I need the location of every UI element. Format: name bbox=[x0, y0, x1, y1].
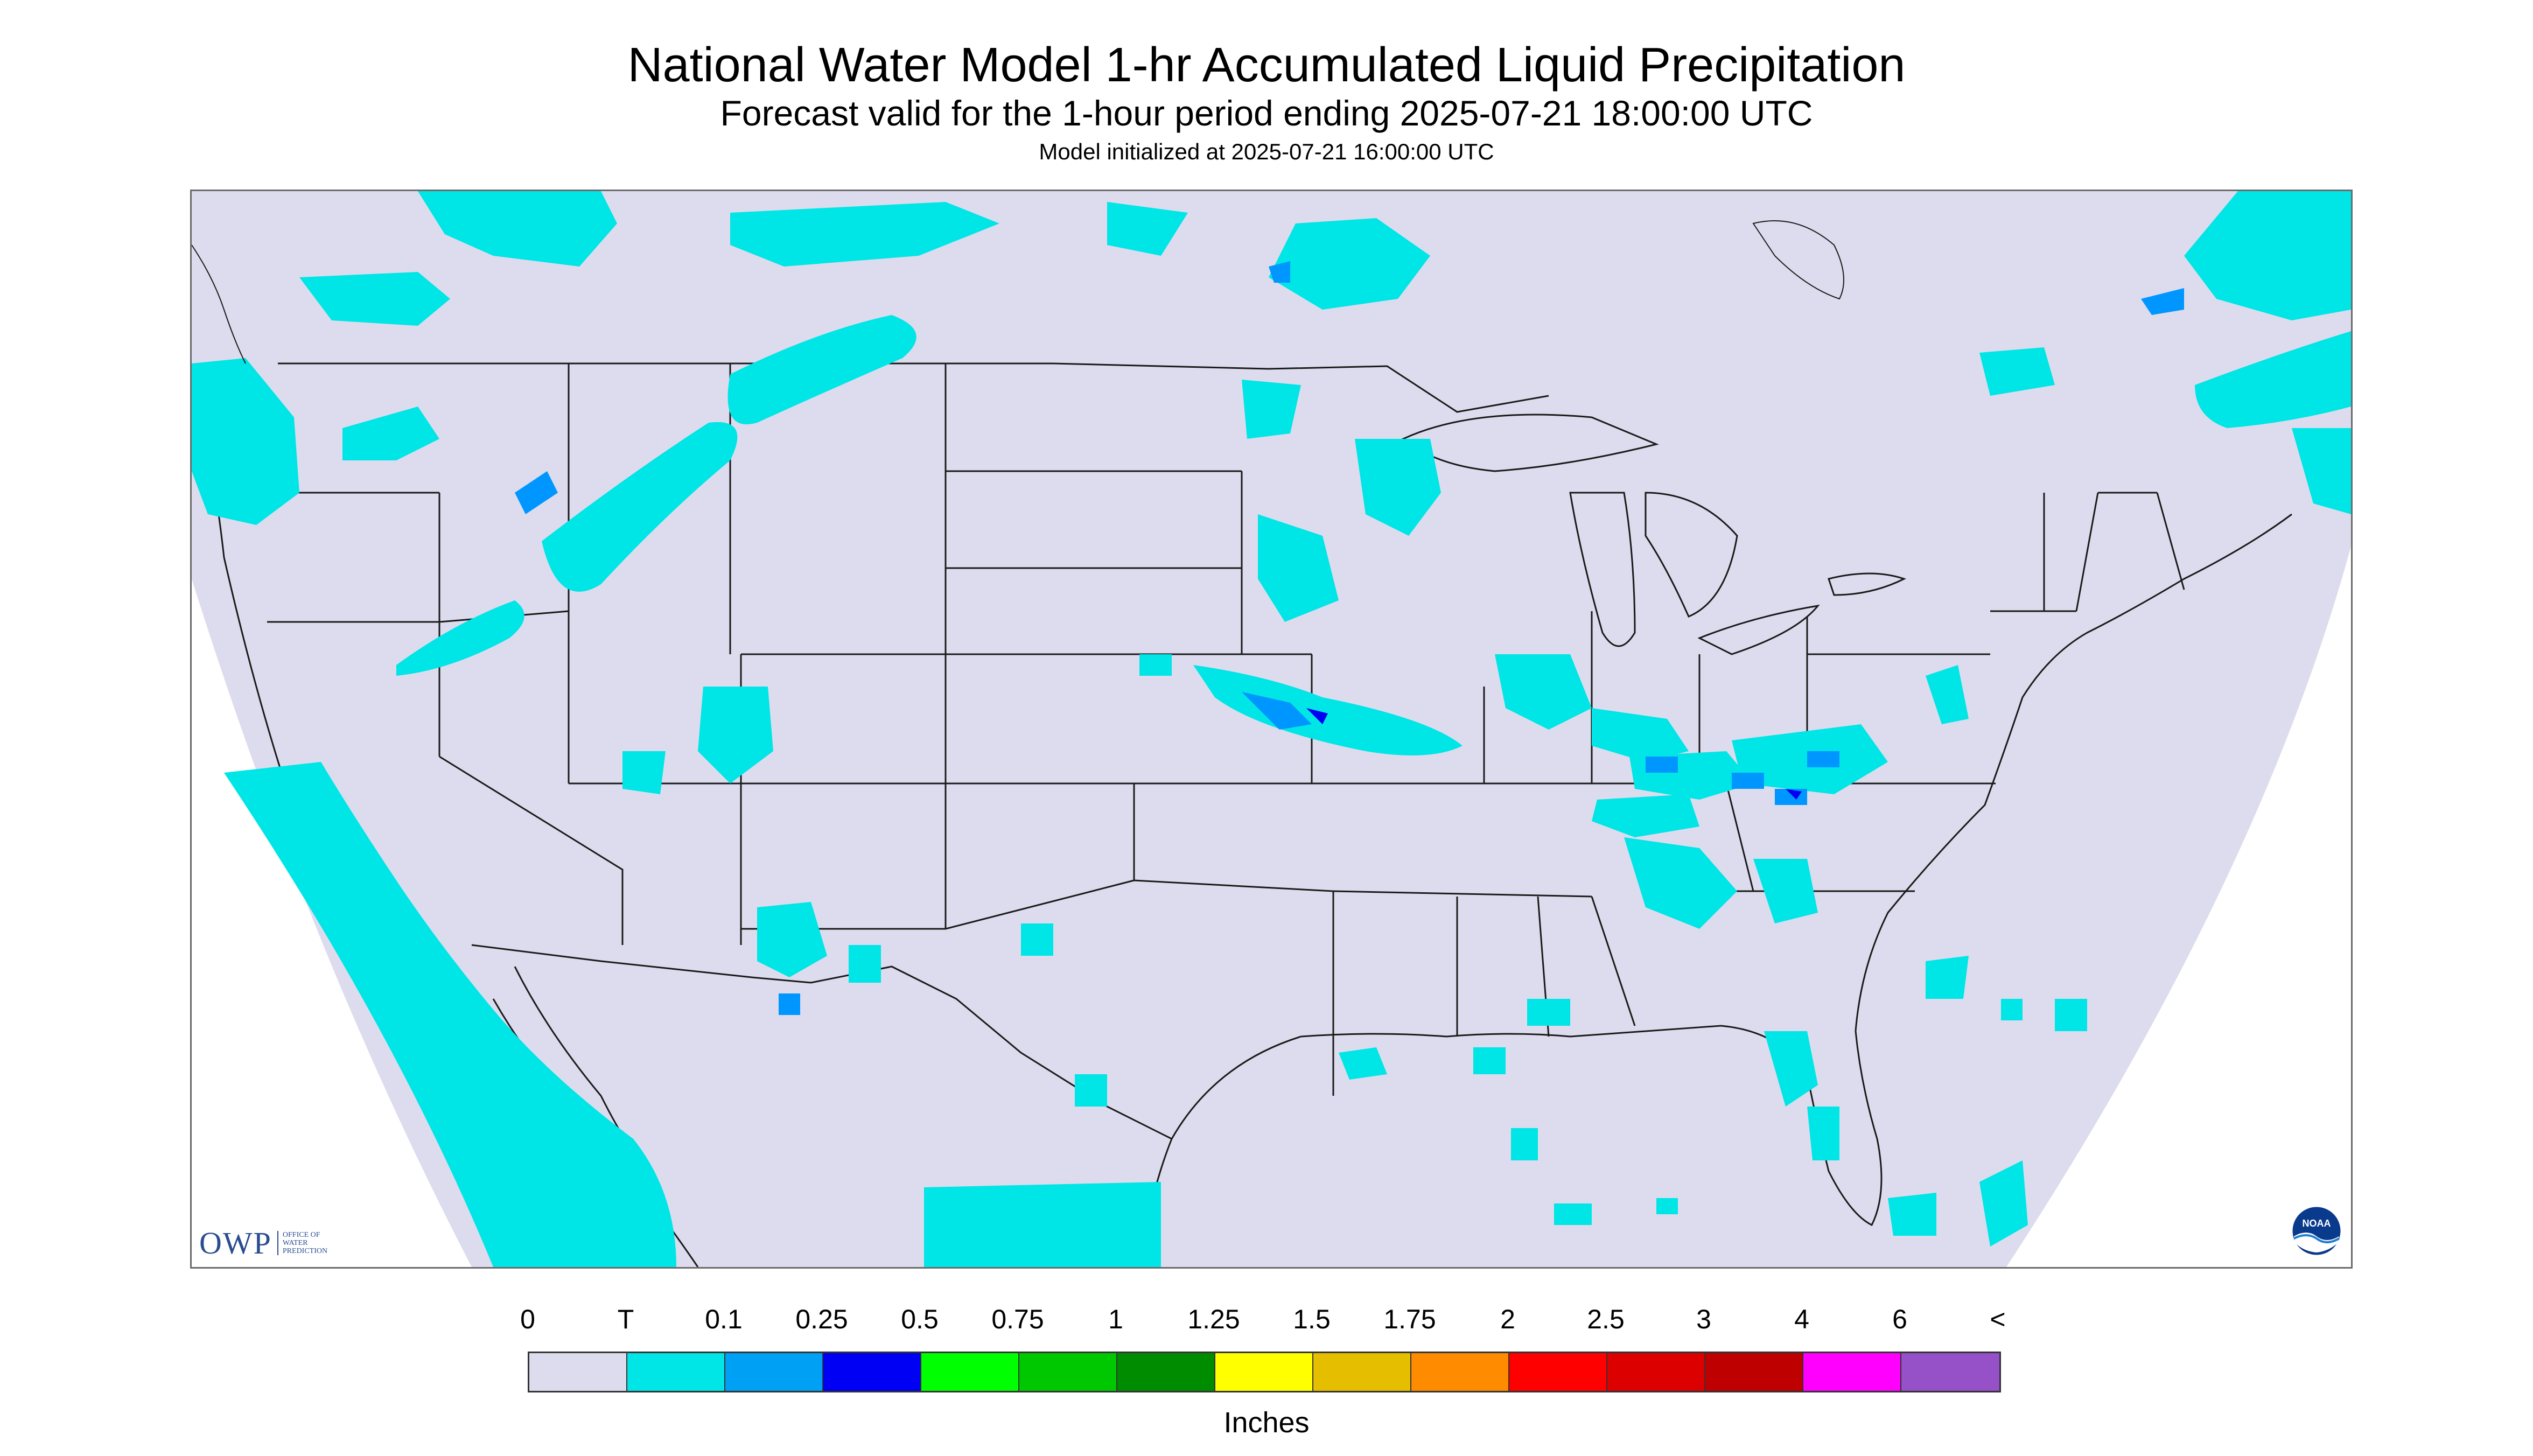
legend-label: 0.5 bbox=[901, 1304, 939, 1334]
legend-swatch bbox=[1411, 1353, 1509, 1391]
map-subtitle: Forecast valid for the 1-hour period end… bbox=[720, 93, 1813, 133]
legend-label: 1.25 bbox=[1187, 1304, 1240, 1334]
legend-swatch bbox=[1313, 1353, 1411, 1391]
precip-trace-areas bbox=[192, 191, 2351, 1267]
legend-label: 2 bbox=[1500, 1304, 1515, 1334]
model-init-time: Model initialized at 2025-07-21 16:00:00… bbox=[1039, 139, 1494, 164]
noaa-logo-icon: NOAA bbox=[2291, 1205, 2342, 1257]
legend-label: 0.75 bbox=[991, 1304, 1044, 1334]
legend-label: < bbox=[1990, 1304, 2006, 1334]
atlantic-coast bbox=[1855, 513, 2292, 1032]
noaa-logo-text: NOAA bbox=[2303, 1218, 2331, 1229]
legend-label: 0.25 bbox=[795, 1304, 848, 1334]
legend-swatch bbox=[1019, 1353, 1117, 1391]
legend-label: 0.1 bbox=[705, 1304, 743, 1334]
legend-labels: 0 T 0.1 0.25 0.5 0.75 1 1.25 1.5 1.75 2 … bbox=[0, 1303, 2533, 1341]
legend-label: T bbox=[617, 1304, 634, 1334]
legend-swatch bbox=[1117, 1353, 1215, 1391]
legend-label: 1.5 bbox=[1293, 1304, 1331, 1334]
precipitation-map bbox=[190, 190, 2353, 1269]
legend-swatch bbox=[1705, 1353, 1803, 1391]
state-lines-northeast bbox=[1990, 492, 2185, 612]
lake-huron bbox=[1645, 492, 1738, 618]
legend-label: 1.75 bbox=[1383, 1304, 1436, 1334]
legend-swatch bbox=[627, 1353, 725, 1391]
precip-heavy-areas bbox=[1306, 708, 1802, 800]
legend-swatch bbox=[823, 1353, 921, 1391]
lake-erie bbox=[1697, 604, 1820, 655]
map-title: National Water Model 1-hr Accumulated Li… bbox=[627, 38, 1906, 92]
owp-logo-text: OWP bbox=[199, 1225, 272, 1261]
model-domain bbox=[192, 191, 2351, 1267]
legend-swatch bbox=[1803, 1353, 1901, 1391]
us-canada-border bbox=[278, 362, 1549, 413]
legend-swatch bbox=[1215, 1353, 1313, 1391]
color-legend-bar bbox=[528, 1352, 2001, 1392]
lake-superior bbox=[1402, 414, 1659, 472]
lake-michigan bbox=[1569, 492, 1636, 647]
legend-label: 1 bbox=[1108, 1304, 1123, 1334]
owp-logo-subtext: OFFICE OF WATER PREDICTION bbox=[277, 1230, 327, 1255]
legend-units: Inches bbox=[1223, 1406, 1310, 1439]
precip-light-areas bbox=[515, 261, 2184, 1015]
gulf-coast bbox=[1171, 1025, 1883, 1227]
lake-ontario bbox=[1828, 572, 1906, 596]
legend-label: 2.5 bbox=[1587, 1304, 1625, 1334]
legend-label: 6 bbox=[1892, 1304, 1907, 1334]
legend-label: 3 bbox=[1696, 1304, 1711, 1334]
owp-logo: OWP OFFICE OF WATER PREDICTION bbox=[199, 1221, 327, 1264]
legend-label: 4 bbox=[1794, 1304, 1809, 1334]
legend-swatch bbox=[1901, 1353, 1999, 1391]
legend-label: 0 bbox=[520, 1304, 535, 1334]
coastline-detail bbox=[192, 220, 1844, 364]
map-canvas bbox=[192, 191, 2351, 1267]
legend-swatch bbox=[529, 1353, 627, 1391]
legend-swatch bbox=[921, 1353, 1019, 1391]
legend-swatch bbox=[725, 1353, 823, 1391]
legend-swatch bbox=[1607, 1353, 1705, 1391]
legend-swatch bbox=[1509, 1353, 1607, 1391]
